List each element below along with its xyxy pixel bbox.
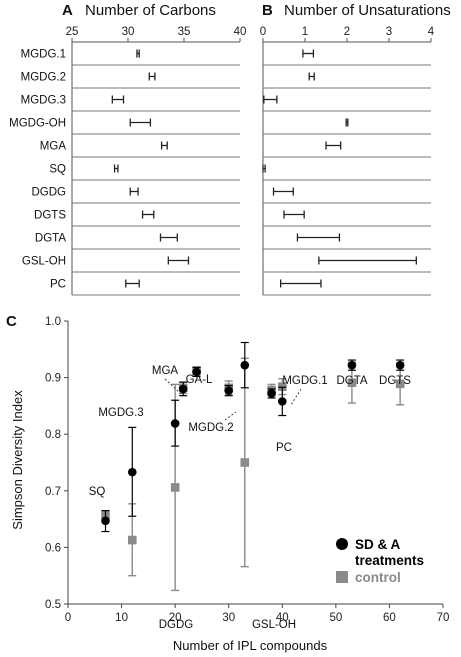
c-y-tick-label: 0.6: [45, 542, 61, 554]
point-annotation: MGDG.1: [282, 375, 327, 387]
treatment-point: [178, 384, 188, 394]
legend-control-marker: [336, 571, 348, 583]
category-label: GSL-OH: [22, 256, 66, 268]
annotation-leader: [290, 388, 302, 406]
category-label: SQ: [49, 164, 66, 176]
treatment-point: [127, 467, 137, 477]
c-x-tick-label: 20: [169, 612, 182, 624]
control-point: [395, 379, 405, 389]
category-label: PC: [50, 279, 66, 291]
panel-b-range-chart: 0 1 2 3 4: [260, 26, 435, 296]
panel-c-scatter-chart: 0.5 0.6 0.7 0.8 0.9 1.0 0 10 20 30 40 50 60 70 SQ MGDG.…: [45, 316, 449, 631]
point-annotation: MGDG.3: [98, 407, 143, 419]
c-y-tick-label: 0.7: [45, 486, 61, 498]
point-annotation: MGDG.2: [188, 422, 233, 434]
c-x-tick-label: 70: [437, 612, 450, 624]
x-tick-label: 25: [66, 26, 79, 38]
category-label: DGTA: [35, 233, 66, 245]
point-annotation: GSL-OH: [252, 619, 296, 631]
point-annotation: SQ: [89, 486, 106, 498]
treatment-point: [170, 419, 180, 428]
point-annotation: DGTS: [379, 375, 411, 387]
c-y-axis-title: Simpson Diversity Index: [10, 390, 25, 530]
point-annotation: DGDG: [159, 619, 194, 631]
point-annotation: GA-L: [186, 374, 213, 386]
control-point: [127, 535, 137, 545]
x-tick-label: 0: [260, 26, 266, 38]
c-y-tick-label: 0.8: [45, 429, 61, 441]
x-tick-label: 1: [302, 26, 308, 38]
panel-b-title: Number of Unsaturations: [284, 2, 451, 19]
c-x-tick-label: 60: [383, 612, 396, 624]
x-tick-label: 40: [234, 26, 247, 38]
x-tick-label: 4: [428, 26, 435, 38]
category-label: MGDG.1: [21, 49, 66, 61]
category-label: MGDG.2: [21, 72, 66, 84]
category-label: DGTS: [34, 210, 66, 222]
point-annotation: MGA: [152, 365, 179, 377]
point-annotation: PC: [276, 442, 292, 454]
c-x-tick-label: 40: [276, 612, 289, 624]
x-tick-label: 30: [122, 26, 135, 38]
x-tick-label: 3: [386, 26, 392, 38]
category-label: MGDG-OH: [9, 118, 66, 130]
legend-treatment-marker: [336, 538, 348, 550]
panel-c-label: C: [6, 313, 17, 330]
legend-control-label: control: [355, 570, 401, 585]
c-y-tick-label: 0.9: [45, 373, 61, 385]
category-label: MGDG.3: [21, 95, 66, 107]
treatment-point: [192, 367, 201, 377]
treatment-point: [395, 360, 405, 370]
panel-a-title: Number of Carbons: [85, 2, 216, 19]
x-tick-label: 35: [178, 26, 191, 38]
panel-b-label: B: [262, 2, 273, 19]
x-tick-label: 2: [344, 26, 350, 38]
treatment-point: [240, 360, 250, 370]
c-x-tick-label: 10: [115, 612, 128, 624]
panel-a-label: A: [62, 2, 73, 19]
c-x-axis-title: Number of IPL compounds: [173, 638, 328, 653]
treatment-point: [277, 397, 287, 406]
c-x-tick-label: 30: [222, 612, 235, 624]
point-annotation: DGTA: [336, 375, 367, 387]
control-point: [240, 458, 250, 467]
control-point: [347, 378, 357, 387]
category-label: DGDG: [32, 187, 67, 199]
treatment-point: [224, 386, 234, 395]
control-point: [170, 483, 180, 492]
c-x-tick-label: 0: [65, 612, 71, 624]
treatment-point: [101, 516, 110, 526]
annotation-leader: [224, 411, 237, 421]
category-label: MGA: [40, 141, 67, 153]
c-y-tick-label: 0.5: [45, 599, 61, 611]
panel-a-range-chart: 25 30 35 40 MGDG.1 MGDG.2 MGDG.3 MGDG-OH MGA SQ DG…: [9, 26, 247, 296]
treatment-point: [347, 360, 357, 370]
c-y-tick-label: 1.0: [45, 316, 61, 328]
treatment-point: [267, 389, 276, 398]
c-x-tick-label: 50: [329, 612, 342, 624]
